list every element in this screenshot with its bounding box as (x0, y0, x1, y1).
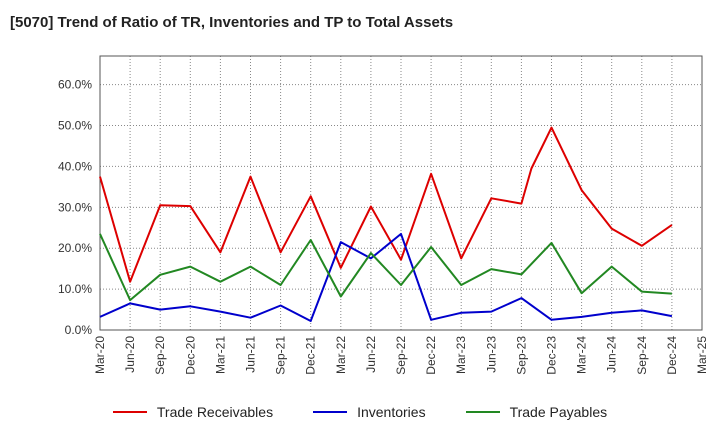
x-tick-label: Jun-23 (484, 336, 498, 373)
legend-swatch-trade-payables (465, 411, 500, 413)
axes: Mar-20 Jun-20 Sep-20 Dec-20 Mar-21 Jun-21 Sep-… (58, 55, 709, 375)
y-tick-label: 40.0% (58, 159, 92, 173)
legend-swatch-inventories (313, 411, 348, 413)
x-tick-label: Mar-22 (334, 336, 348, 374)
series-line-trade-receivables (99, 126, 673, 283)
grid (99, 56, 703, 331)
series-lines (99, 126, 673, 322)
y-tick-label: 0.0% (65, 323, 93, 337)
x-tick-label: Jun-22 (364, 336, 378, 373)
x-tick-label: Jun-24 (605, 336, 619, 373)
y-tick-label: 60.0% (58, 78, 92, 92)
legend-label-inventories: Inventories (357, 404, 426, 420)
legend-label-trade-payables: Trade Payables (509, 404, 608, 420)
x-tick-label: Dec-20 (183, 336, 197, 375)
legend-swatch-trade-receivables (112, 411, 147, 413)
legend: Trade Receivables Inventories Trade Paya… (0, 404, 720, 420)
y-tick-label: 50.0% (58, 119, 92, 133)
x-tick-label: Sep-24 (635, 336, 649, 375)
legend-item-trade-receivables: Trade Receivables (112, 404, 274, 420)
legend-item-trade-payables: Trade Payables (465, 404, 608, 420)
x-tick-label: Sep-20 (153, 336, 167, 375)
chart-title: [5070] Trend of Ratio of TR, Inventories… (10, 14, 454, 31)
x-tick-label: Dec-22 (424, 336, 438, 375)
x-tick-label: Sep-23 (514, 336, 528, 375)
x-tick-label: Jun-21 (244, 336, 258, 373)
y-tick-label: 10.0% (58, 282, 92, 296)
x-tick-label: Mar-24 (575, 336, 589, 374)
x-tick-label: Sep-21 (274, 336, 288, 375)
x-tick-label: Sep-22 (394, 336, 408, 375)
series-line-trade-payables (99, 233, 672, 302)
legend-label-trade-receivables: Trade Receivables (156, 404, 274, 420)
y-tick-label: 20.0% (58, 241, 92, 255)
x-tick-label: Mar-21 (213, 336, 227, 374)
x-tick-label: Dec-21 (304, 336, 318, 375)
y-tick-label: 30.0% (58, 200, 92, 214)
x-tick-label: Dec-23 (545, 336, 559, 375)
plot-frame (99, 55, 703, 331)
legend-item-inventories: Inventories (313, 404, 426, 420)
x-tick-label: Dec-24 (665, 336, 679, 375)
x-tick-label: Jun-20 (123, 336, 137, 373)
x-tick-label: Mar-25 (695, 336, 709, 374)
series-line-inventories (99, 232, 673, 322)
x-tick-label: Mar-23 (454, 336, 468, 374)
x-tick-label: Mar-20 (93, 336, 107, 374)
